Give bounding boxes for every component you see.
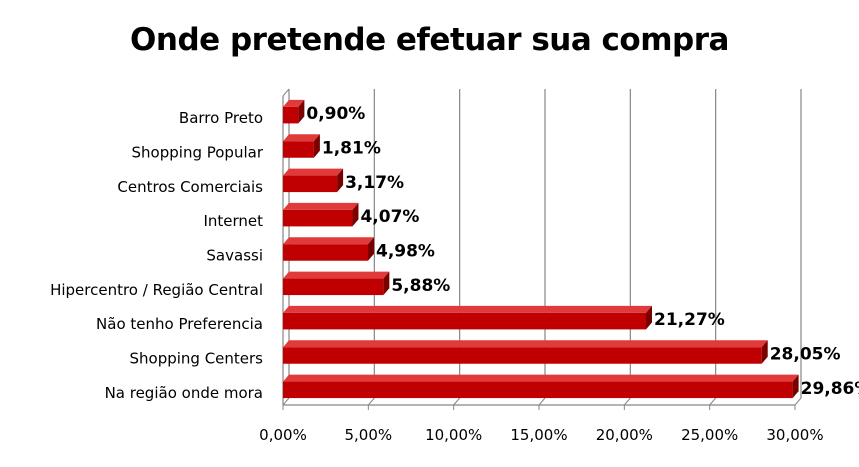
chart-title: Onde pretende efetuar sua compra xyxy=(130,22,729,58)
category-label: Internet xyxy=(203,212,263,230)
bar-front xyxy=(283,244,368,261)
x-tick-label: 15,00% xyxy=(510,426,567,444)
bar-end xyxy=(792,374,799,399)
floor-gridline xyxy=(538,397,546,406)
bar-end xyxy=(298,99,305,124)
bar-top xyxy=(283,134,320,142)
bar-top xyxy=(283,271,390,279)
bar xyxy=(283,134,320,158)
bar-end xyxy=(367,237,374,261)
bar xyxy=(283,340,768,364)
bars xyxy=(283,99,799,399)
bar-end xyxy=(761,340,768,364)
data-label: 21,27% xyxy=(654,310,725,330)
bar-front xyxy=(283,347,762,364)
floor-gridline xyxy=(282,397,290,406)
bar-top xyxy=(283,168,344,176)
bar-top xyxy=(283,202,359,210)
bar-front xyxy=(283,209,353,227)
data-label: 0,90% xyxy=(306,104,365,124)
data-label: 1,81% xyxy=(322,139,381,159)
bar-front xyxy=(283,106,299,124)
category-label: Na região onde mora xyxy=(105,384,263,402)
x-tick-label: 10,00% xyxy=(425,426,482,444)
category-label: Centros Comerciais xyxy=(117,178,263,196)
bar-top xyxy=(283,237,374,245)
bar xyxy=(283,99,305,124)
data-label: 29,86% xyxy=(801,379,859,399)
x-tick-label: 0,00% xyxy=(259,426,307,444)
bar xyxy=(283,237,374,261)
data-label: 28,05% xyxy=(770,345,841,365)
x-tick-label: 25,00% xyxy=(681,426,738,444)
bar xyxy=(283,374,799,399)
category-label: Savassi xyxy=(206,247,263,265)
bar-end xyxy=(352,202,359,227)
data-label: 4,98% xyxy=(376,242,435,262)
bar-top xyxy=(283,99,305,107)
labels: 0,00% 5,00% 10,00% 15,00% 20,00% 25,00% 30,00%… xyxy=(50,104,859,444)
floor-gridline xyxy=(367,397,375,406)
category-label: Shopping Popular xyxy=(132,144,264,162)
bar-top xyxy=(283,305,653,313)
bar xyxy=(283,305,653,330)
data-label: 3,17% xyxy=(345,173,404,193)
data-label: 4,07% xyxy=(360,207,419,227)
bar xyxy=(283,271,390,296)
wall-edge xyxy=(282,88,290,97)
bar-front xyxy=(283,175,338,193)
bar-end xyxy=(337,168,344,193)
floor-gridline xyxy=(453,397,461,406)
bar-front xyxy=(283,381,793,399)
bar-front xyxy=(283,278,384,296)
bar-end xyxy=(383,271,390,296)
bar-end xyxy=(646,305,653,330)
data-label: 5,88% xyxy=(391,276,450,296)
floor-gridline xyxy=(709,397,717,406)
floor-gridline xyxy=(623,397,631,406)
category-label: Shopping Centers xyxy=(129,350,263,368)
category-label: Barro Preto xyxy=(179,109,263,127)
category-label: Não tenho Preferencia xyxy=(96,315,263,333)
bar-end xyxy=(313,134,320,158)
bar xyxy=(283,168,344,193)
bar-front xyxy=(283,312,647,330)
x-tick-label: 5,00% xyxy=(345,426,393,444)
x-tick-label: 30,00% xyxy=(766,426,823,444)
category-label: Hipercentro / Região Central xyxy=(50,281,263,299)
bar-top xyxy=(283,340,768,348)
bar-front xyxy=(283,141,314,158)
bar-top xyxy=(283,374,799,382)
floor-gridline xyxy=(794,397,802,406)
bar xyxy=(283,202,359,227)
x-tick-label: 20,00% xyxy=(596,426,653,444)
